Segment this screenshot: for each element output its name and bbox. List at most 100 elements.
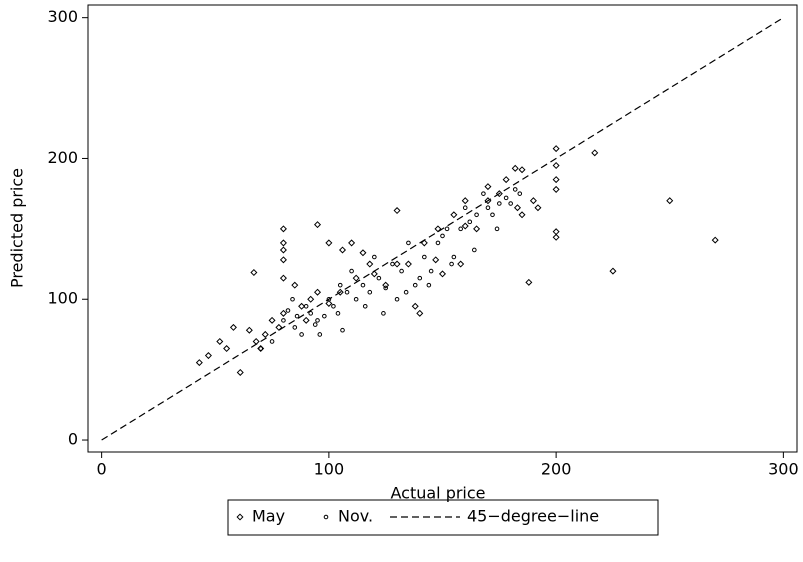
circle-marker xyxy=(292,325,298,330)
circle-marker xyxy=(412,282,418,288)
diamond-marker xyxy=(279,274,287,282)
circle-marker xyxy=(417,275,423,281)
diamond-marker xyxy=(534,204,542,212)
circle-marker xyxy=(312,322,318,327)
diamond-marker xyxy=(223,345,231,353)
circle-marker xyxy=(462,205,468,211)
x-tick-label: 200 xyxy=(541,460,572,479)
diamond-marker xyxy=(473,225,481,233)
circle-marker xyxy=(490,212,495,218)
circle-marker xyxy=(344,289,350,295)
diamond-marker xyxy=(591,149,599,157)
circle-marker xyxy=(449,261,454,267)
diamond-marker xyxy=(325,299,333,307)
diamond-marker xyxy=(382,281,390,289)
legend-label: Nov. xyxy=(338,507,373,526)
diamond-marker xyxy=(404,260,412,268)
circle-marker xyxy=(315,318,320,323)
diamond-marker xyxy=(511,164,519,172)
y-axis-label: Predicted price xyxy=(8,168,27,288)
diamond-marker xyxy=(461,197,469,205)
diamond-marker xyxy=(314,288,322,296)
diamond-marker xyxy=(552,176,560,184)
diamond-marker xyxy=(298,302,306,310)
diamond-marker xyxy=(268,316,276,324)
circle-marker xyxy=(503,195,509,201)
diamond-marker xyxy=(352,274,360,282)
diamond-marker xyxy=(518,211,526,219)
diamond-marker xyxy=(513,204,521,212)
diamond-marker xyxy=(279,309,287,317)
diamond-marker xyxy=(416,309,424,317)
circle-marker xyxy=(508,201,513,206)
diamond-marker xyxy=(279,256,287,264)
circle-marker xyxy=(381,311,386,316)
diamond-marker xyxy=(609,267,617,275)
circle-marker xyxy=(317,332,323,337)
circle-marker xyxy=(474,212,479,218)
circle-marker xyxy=(340,327,345,333)
legend-label: 45−degree−line xyxy=(467,507,599,526)
legend-marker xyxy=(323,514,329,520)
circle-marker xyxy=(497,201,502,206)
diamond-marker xyxy=(518,166,526,174)
diamond-marker xyxy=(229,323,237,331)
diamond-marker xyxy=(216,337,224,345)
diamond-marker xyxy=(420,239,428,247)
circle-marker xyxy=(281,318,286,323)
diamond-marker xyxy=(336,288,344,296)
circle-marker xyxy=(494,226,500,232)
diamond-marker xyxy=(195,359,203,367)
diamond-marker xyxy=(552,161,560,170)
circle-marker xyxy=(337,282,343,288)
diamond-marker xyxy=(291,281,299,289)
diamond-marker xyxy=(432,256,440,264)
diamond-marker xyxy=(236,368,244,376)
x-axis-label: Actual price xyxy=(390,484,485,503)
y-tick-label: 200 xyxy=(47,148,78,167)
circle-marker xyxy=(394,296,400,302)
circle-marker xyxy=(458,226,463,232)
circle-marker xyxy=(440,233,445,239)
x-tick-label: 0 xyxy=(97,460,107,479)
diamond-marker xyxy=(666,197,674,205)
circle-marker xyxy=(362,303,368,309)
diamond-marker xyxy=(359,249,367,257)
circle-marker xyxy=(353,296,359,302)
diamond-marker xyxy=(252,337,260,345)
diamond-marker xyxy=(434,225,442,233)
diamond-marker xyxy=(339,246,347,254)
diamond-marker xyxy=(552,185,560,193)
diamond-marker xyxy=(393,260,401,268)
diamond-marker xyxy=(366,260,374,268)
circle-marker xyxy=(290,296,295,302)
diamond-marker xyxy=(261,330,269,338)
circle-marker xyxy=(372,254,377,260)
diamond-marker xyxy=(245,326,253,334)
diamond-marker xyxy=(411,302,419,310)
circle-marker xyxy=(376,275,382,281)
x-tick-label: 300 xyxy=(768,460,799,479)
circle-marker xyxy=(406,240,411,246)
circle-marker xyxy=(294,313,300,319)
circle-marker xyxy=(435,240,441,246)
circle-marker xyxy=(349,268,354,274)
circle-marker xyxy=(467,219,473,225)
diamond-marker xyxy=(552,145,560,153)
circle-marker xyxy=(390,261,395,267)
diamond-marker xyxy=(393,207,401,215)
diamond-marker xyxy=(302,316,310,324)
x-tick-label: 100 xyxy=(314,460,345,479)
circle-marker xyxy=(258,346,264,351)
diamond-marker xyxy=(450,211,458,219)
diamond-marker xyxy=(204,352,212,360)
diamond-marker xyxy=(529,197,537,205)
diamond-marker xyxy=(457,260,465,268)
circle-marker xyxy=(383,285,388,291)
circle-marker xyxy=(403,289,409,295)
legend-label: May xyxy=(252,507,285,526)
legend-marker xyxy=(236,513,244,521)
circle-marker xyxy=(444,226,450,232)
circle-marker xyxy=(322,313,327,319)
